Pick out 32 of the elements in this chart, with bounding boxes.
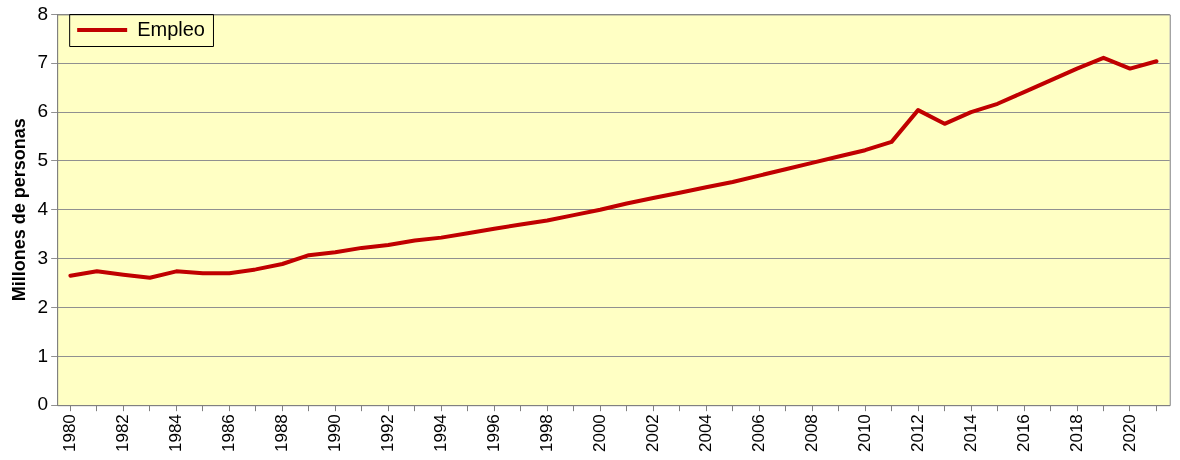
- x-tick-label: 2002: [642, 414, 662, 453]
- x-tick-label: 1992: [377, 414, 397, 453]
- y-tick-label: 0: [37, 393, 49, 415]
- y-tick-label: 2: [37, 295, 49, 317]
- x-tick-label: 1996: [483, 414, 503, 453]
- x-tick-label: 2000: [589, 414, 609, 453]
- y-tick-label: 1: [37, 344, 49, 366]
- x-tick-label: 2014: [960, 414, 980, 453]
- x-tick-label: 1986: [219, 414, 239, 453]
- x-tick-label: 2008: [801, 414, 821, 453]
- x-tick-label: 2012: [907, 414, 927, 453]
- x-tick-label: 2010: [854, 414, 874, 453]
- x-tick-label: 1984: [166, 414, 186, 453]
- y-tick-label: 4: [37, 198, 49, 220]
- x-tick-label: 2004: [695, 414, 715, 453]
- x-tick-label: 2018: [1066, 414, 1086, 453]
- y-axis-title: Millones de personas: [8, 118, 29, 302]
- x-tick-label: 2020: [1119, 414, 1139, 453]
- y-tick-label: 3: [37, 246, 49, 268]
- y-tick-label: 7: [37, 51, 49, 73]
- y-tick-label: 5: [37, 149, 49, 171]
- legend-label: Empleo: [137, 17, 205, 40]
- x-tick-label: 1998: [536, 414, 556, 453]
- x-tick-label: 1994: [430, 414, 450, 453]
- y-tick-label: 8: [37, 2, 49, 24]
- x-tick-label: 1988: [272, 414, 292, 453]
- x-tick-label: 1982: [113, 414, 133, 453]
- y-tick-label: 6: [37, 100, 49, 122]
- x-tick-label: 1990: [324, 414, 344, 453]
- x-tick-label: 1980: [60, 414, 80, 453]
- x-tick-label: 2016: [1013, 414, 1033, 453]
- x-tick-label: 2006: [748, 414, 768, 453]
